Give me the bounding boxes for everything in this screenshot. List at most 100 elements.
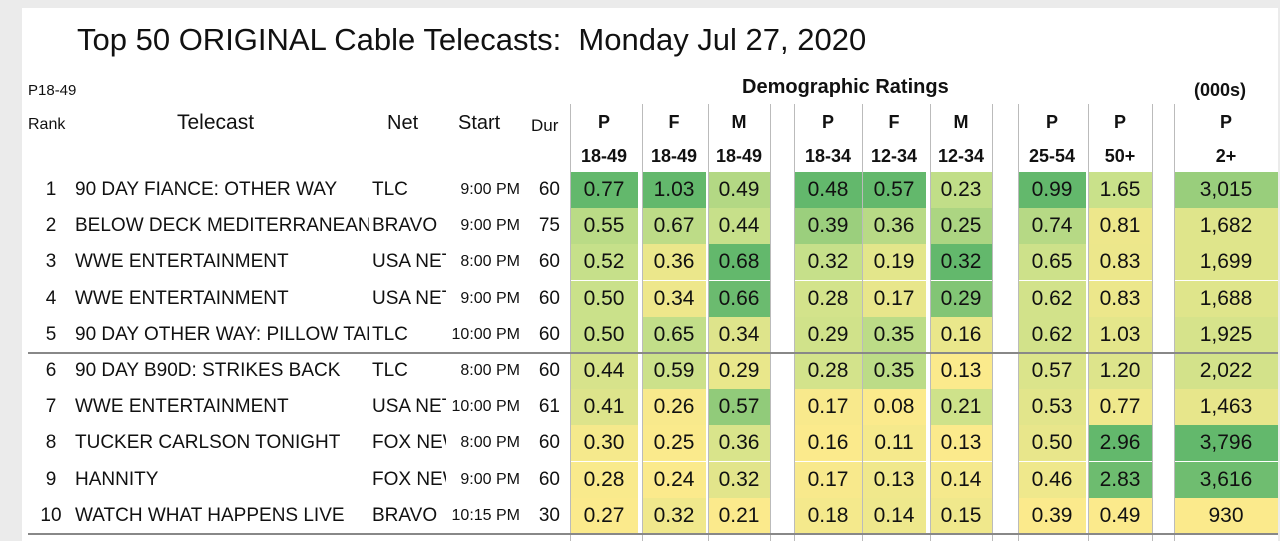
row-net: USA NETWORK [372,287,446,309]
rating-cell: 1,688 [1174,280,1278,317]
rating-cell: 0.28 [794,353,862,389]
rating-cell: 0.44 [708,208,770,245]
rating-cell: 0.29 [708,353,770,389]
rating-cell: 0.25 [930,208,992,245]
column-header-top: F [888,112,900,132]
rating-cell: 0.62 [1018,280,1086,317]
rating-cell: 0.65 [642,316,706,353]
rating-cell: 0.32 [930,244,992,281]
rating-cell: 0.21 [930,389,992,426]
rating-cell: 0.28 [794,280,862,317]
row-start: 10:00 PM [451,398,520,416]
row-dur: 61 [538,396,560,418]
rating-cell: 0.46 [1018,461,1086,498]
row-telecast: HANNITY [75,468,159,490]
row-telecast: WWE ENTERTAINMENT [75,396,289,418]
row-start: 8:00 PM [460,362,520,379]
rating-cell: 0.50 [570,280,638,317]
rating-cell: 1,699 [1174,244,1278,281]
rating-cell: 0.36 [642,244,706,281]
column-separator [1018,104,1019,541]
rating-cell: 0.83 [1088,244,1152,281]
row-net: TLC [372,360,408,381]
column-header-bottom: 12-34 [870,146,918,166]
rating-cell: 0.13 [862,461,926,498]
page-title: Top 50 ORIGINAL Cable Telecasts: Monday … [77,22,867,57]
rating-cell: 3,616 [1174,461,1278,498]
rating-cell: 0.50 [1018,425,1086,462]
row-net: TLC [372,323,408,345]
rating-cell: 0.67 [642,208,706,245]
rating-cell: 0.17 [862,280,926,317]
row-start: 9:00 PM [460,470,520,488]
row-rank: 9 [45,468,57,490]
rating-cell: 0.36 [862,208,926,245]
rating-cell: 0.14 [862,497,926,534]
row-rank: 2 [45,215,57,237]
rating-cell: 1.20 [1088,353,1152,389]
row-dur: 60 [538,287,560,309]
rating-cell: 1,925 [1174,316,1278,353]
rating-cell: 0.17 [794,389,862,426]
row-rank: 3 [45,251,57,273]
rating-cell: 0.66 [708,280,770,317]
net-header: Net [387,112,419,134]
rating-cell: 0.62 [1018,316,1086,353]
rating-cell: 0.11 [862,425,926,462]
row-rank: 6 [45,360,57,381]
p1849-label: P18-49 [28,82,77,99]
rating-cell: 0.29 [794,316,862,353]
column-separator [1174,104,1175,541]
row-net: FOX NEWS [372,432,446,454]
rating-cell: 3,015 [1174,172,1278,208]
rating-cell: 0.28 [570,461,638,498]
rating-cell: 0.25 [642,425,706,462]
row-dur: 60 [538,251,560,273]
rating-cell: 0.19 [862,244,926,281]
column-header-top: F [668,112,680,132]
column-header-bottom: 18-49 [580,146,628,166]
column-header-top: P [1113,112,1126,132]
column-header-top: P [597,112,610,132]
rating-cell: 0.57 [1018,353,1086,389]
row-telecast: WATCH WHAT HAPPENS LIVE [75,504,345,526]
rating-cell: 0.26 [642,389,706,426]
rating-cell: 930 [1174,497,1278,534]
ratings-sheet: Top 50 ORIGINAL Cable Telecasts: Monday … [22,8,1278,541]
rating-cell: 0.32 [794,244,862,281]
row-start: 9:00 PM [460,289,520,307]
row-dur: 60 [538,360,560,381]
thousands-header: (000s) [1194,80,1247,100]
rating-cell: 0.57 [708,389,770,426]
row-rank: 5 [45,323,57,345]
row-dur: 60 [538,179,560,200]
rating-cell: 0.23 [930,172,992,208]
row-start: 9:00 PM [460,217,520,235]
column-header-bottom: 25-54 [1028,146,1076,166]
row-start: 8:00 PM [460,253,520,271]
column-header-bottom: 2+ [1215,146,1237,166]
column-separator [794,104,795,541]
rating-cell: 0.48 [794,172,862,208]
rating-cell: 0.55 [570,208,638,245]
column-separator [708,104,709,541]
rating-cell: 0.32 [642,497,706,534]
rating-cell: 0.49 [1088,497,1152,534]
rating-cell: 0.17 [794,461,862,498]
rating-cell: 2.83 [1088,461,1152,498]
row-rank: 10 [40,504,62,526]
rating-cell: 0.30 [570,425,638,462]
column-header-bottom: 12-34 [937,146,985,166]
rating-cell: 0.27 [570,497,638,534]
rating-cell: 0.77 [570,172,638,208]
rating-cell: 0.16 [794,425,862,462]
rating-cell: 3,796 [1174,425,1278,462]
rating-cell: 0.34 [642,280,706,317]
column-separator [642,104,643,541]
rating-cell: 0.13 [930,353,992,389]
group-divider [28,533,1278,535]
row-telecast: BELOW DECK MEDITERRANEAN [75,215,369,237]
column-separator [1152,104,1153,541]
row-net: USA NETWORK [372,251,446,273]
rating-cell: 0.35 [862,316,926,353]
